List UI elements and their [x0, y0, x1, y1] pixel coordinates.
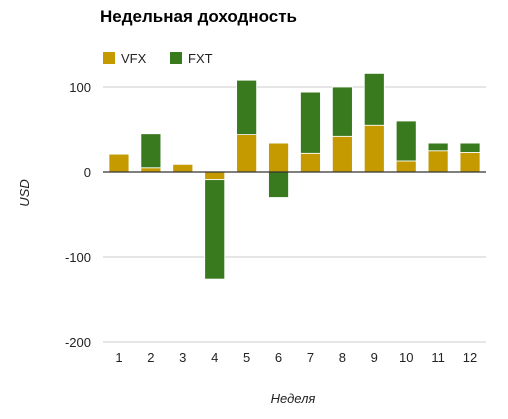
- bar-fxt-5: [236, 79, 258, 135]
- x-tick-label: 2: [147, 350, 154, 365]
- bar-fxt-8: [331, 86, 353, 137]
- bar-fxt-9: [363, 73, 385, 126]
- bar-vfx-5: [236, 134, 258, 173]
- bar-fxt-6: [268, 171, 289, 198]
- bar-vfx-4: [204, 171, 226, 181]
- bar-vfx-10: [395, 160, 417, 173]
- x-tick-label: 10: [399, 350, 413, 365]
- bar-vfx-9: [363, 124, 385, 173]
- bar-fxt-12: [459, 142, 481, 153]
- bar-fxt-11: [427, 142, 449, 152]
- y-tick-label: -100: [65, 250, 91, 265]
- bar-vfx-1: [108, 153, 130, 173]
- bar-vfx-2: [140, 167, 162, 173]
- x-tick-label: 8: [339, 350, 346, 365]
- legend-swatch-vfx: [103, 52, 115, 64]
- x-tick-label: 11: [431, 350, 445, 365]
- x-tick-label: 6: [275, 350, 282, 365]
- y-tick-label: 100: [69, 80, 91, 95]
- y-tick-label: 0: [84, 165, 91, 180]
- y-tick-label: -200: [65, 335, 91, 350]
- chart-title: Недельная доходность: [100, 7, 297, 26]
- bar-vfx-3: [172, 163, 194, 173]
- y-axis-label: USD: [17, 179, 32, 206]
- x-tick-label: 3: [179, 350, 186, 365]
- bar-fxt-2: [140, 133, 162, 169]
- bars-layer: [108, 73, 481, 280]
- x-tick-label: 7: [307, 350, 314, 365]
- bar-vfx-8: [331, 135, 353, 173]
- bar-vfx-11: [427, 150, 449, 173]
- bar-vfx-12: [459, 152, 481, 173]
- x-tick-label: 9: [371, 350, 378, 365]
- bar-fxt-10: [395, 120, 417, 162]
- x-tick-label: 1: [115, 350, 122, 365]
- bar-vfx-7: [300, 152, 321, 173]
- grid-layer: [103, 86, 486, 343]
- bar-fxt-7: [300, 91, 321, 154]
- legend: VFX FXT: [103, 51, 213, 66]
- bar-fxt-4: [204, 179, 226, 280]
- x-axis-label: Неделя: [271, 391, 316, 406]
- x-tick-label: 12: [463, 350, 477, 365]
- legend-label-vfx: VFX: [121, 51, 147, 66]
- legend-label-fxt: FXT: [188, 51, 213, 66]
- x-tick-label: 5: [243, 350, 250, 365]
- legend-swatch-fxt: [170, 52, 182, 64]
- bar-vfx-6: [268, 142, 289, 173]
- x-tick-label: 4: [211, 350, 218, 365]
